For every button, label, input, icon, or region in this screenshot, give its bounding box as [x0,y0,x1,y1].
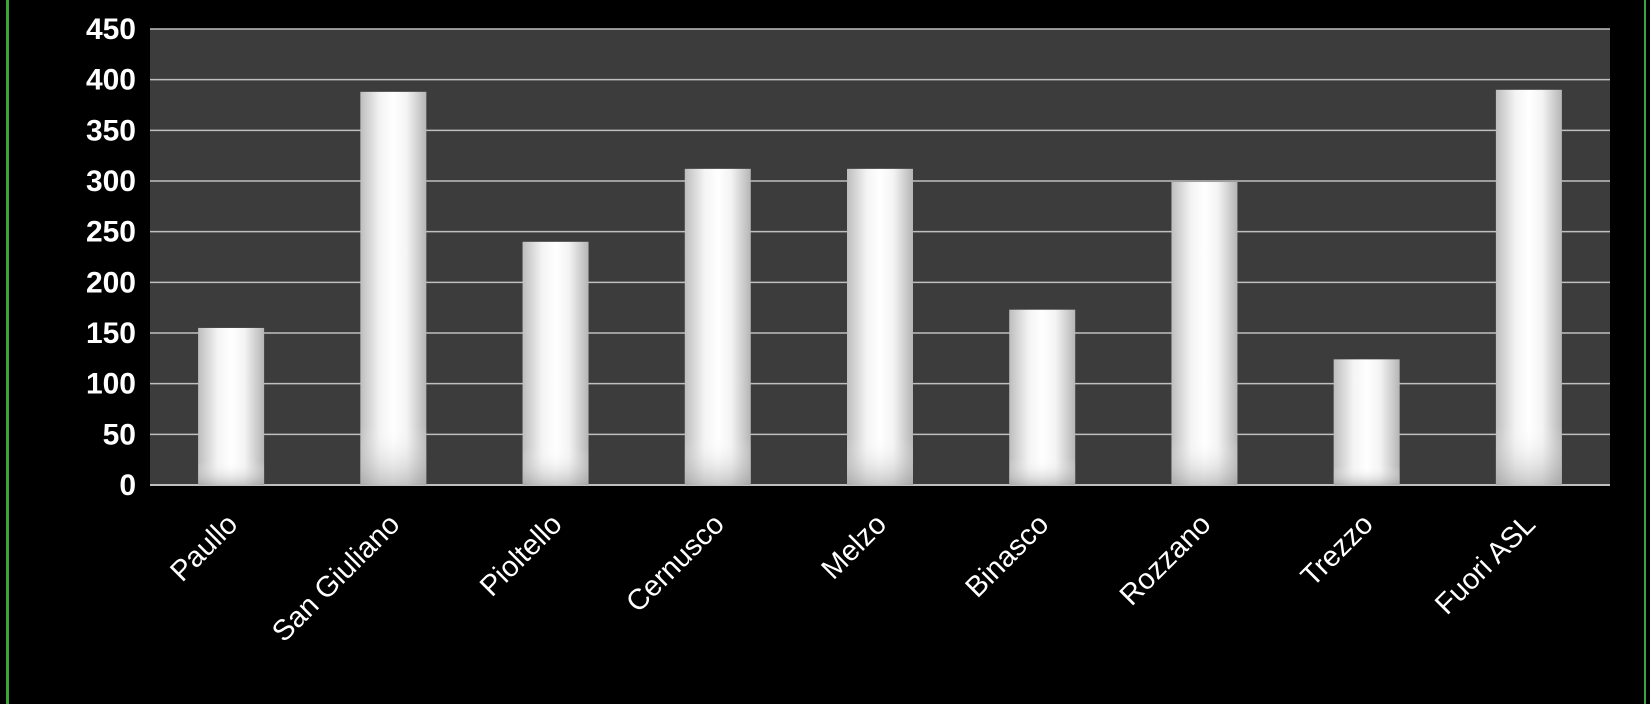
x-tick-label: Rozzano [1114,508,1218,612]
y-tick-label: 150 [86,317,136,350]
bar-binasco [1009,309,1076,485]
bar-shade [1495,89,1562,486]
bar-shade [522,241,589,485]
bar-fuori-asl [1495,89,1562,486]
bar-shade [1171,182,1238,485]
bar-san-giuliano [360,91,427,486]
x-tick-label: San Giuliano [266,508,406,648]
bar-melzo [847,168,913,485]
bar-shade [684,168,751,485]
x-tick-label: Trezzo [1295,508,1380,593]
bar-paullo [198,327,265,485]
x-tick-label: Cernusco [620,508,730,618]
y-tick-label: 400 [86,64,136,97]
x-tick-label: Melzo [816,508,893,585]
x-tick-label: Pioltello [474,508,568,602]
bar-trezzo [1333,359,1400,485]
y-tick-label: 100 [86,368,136,401]
bar-rozzano [1171,182,1238,485]
bar-pioltello [522,241,589,485]
y-axis-ticks: 0 50 100 150 200 250 300 350 400 450 [86,13,136,502]
bar-shade [1009,309,1076,485]
y-tick-label: 350 [86,114,136,147]
y-tick-label: 250 [86,216,136,249]
bar-shade [847,168,913,485]
x-tick-label: Binasco [960,508,1056,604]
y-tick-label: 450 [86,13,136,46]
bar-shade [1333,359,1400,485]
bars [198,89,1562,486]
bar-shade [198,327,265,485]
y-tick-label: 200 [86,266,136,299]
x-tick-label: Paullo [164,508,244,588]
frame-right-accent [1644,0,1646,704]
y-tick-label: 300 [86,165,136,198]
y-tick-label: 50 [103,418,136,451]
x-axis-ticks: Paullo San Giuliano Pioltello Cernusco Melzo… [164,508,1541,648]
frame-left-accent [6,0,9,704]
bar-cernusco [684,168,751,485]
y-tick-label: 0 [119,469,136,502]
x-tick-label: Fuori ASL [1429,508,1542,621]
bar-shade [360,91,427,486]
